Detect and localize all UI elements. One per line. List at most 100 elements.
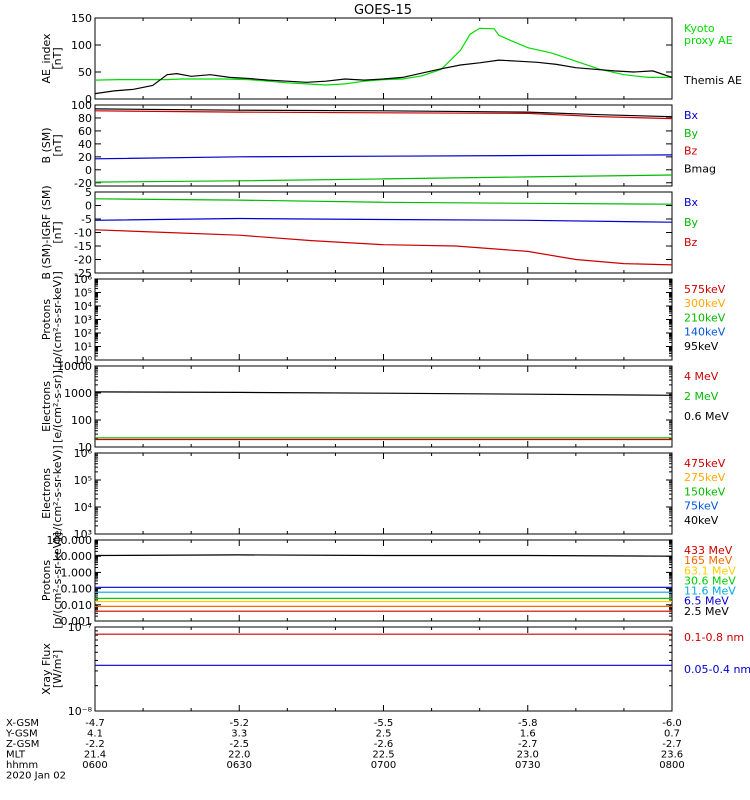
legend-entry-line: 475keV [684,457,726,470]
x-row-value: 22.0 [228,750,250,761]
x-row-value: -2.2 [85,739,105,750]
y-tick-label: -20 [74,177,92,190]
legend-entry-line: 11.6 MeV [684,585,736,598]
legend-entry-line: 63.1 MeV [684,564,736,577]
x-row-value: -2.7 [518,739,538,750]
x-row-value: -5.8 [518,718,538,729]
panel-frame [94,626,673,712]
y-axis-label: Protons[p/(cm²-s-sr-keV)] [40,532,64,629]
legend-entry: 0.1-0.8 nm [684,631,744,644]
y-tick-label: 60 [78,125,92,138]
y-tick-label: 10⁻⁷ [68,621,92,634]
legend-entry-line: 140keV [684,326,726,339]
panel-frame [94,104,673,187]
y-tick-label: 10.000 [54,550,93,563]
x-row-value: 21.4 [84,750,106,761]
series-line-0-6-mev [95,391,672,396]
plot-title: GOES-15 [354,3,412,18]
x-axis-table: X-GSM -4.7 -5.2 -5.5 -5.8 -6.0 Y-GSM 4.1 3.3 2.5 1… [5,718,685,782]
legend-entry-line: Bx [684,196,699,209]
y-axis-label-line: B (SM)-IGRF (SM) [40,185,53,279]
y-tick-label: 40 [78,138,92,151]
y-axis-label: Electrons[e/(cm²-s-sr-keV)] [40,445,64,541]
legend-entry: 275keV [684,471,726,484]
x-row-value: -2.5 [229,739,249,750]
y-tick-label: -5 [81,213,92,226]
y-tick-label: 10⁶ [74,447,93,460]
x-row-value: 3.3 [231,729,247,740]
y-tick-label: 100.000 [47,534,93,547]
series-line-themis-ae [95,59,672,95]
legend-entry: 75keV [684,500,719,513]
x-row-value: -4.7 [85,718,105,729]
panel-frame [94,278,673,361]
x-row-value: 0730 [515,760,540,771]
x-row-value: 1.6 [520,729,536,740]
x-row-value: 2.5 [376,729,392,740]
legend-entry-line: By [684,127,699,140]
y-tick-label: -10 [74,227,92,240]
x-row-value: -6.0 [662,718,682,729]
x-row-label: Z-GSM [6,739,39,750]
x-row-label: Y-GSM [5,729,38,740]
panel-frame [94,365,673,448]
series-line-bx [95,217,672,223]
panel-frame [94,539,673,622]
y-tick-label: 80 [78,112,92,125]
legend-entry-line: Bz [684,145,698,158]
legend-entry-line: 275keV [684,471,726,484]
x-row-value: 0700 [371,760,396,771]
legend-entry-line: By [684,216,699,229]
x-row-value: 0800 [659,760,684,771]
y-tick-label: 10¹ [74,341,92,354]
y-axis-label-line: Electrons [40,381,53,432]
panel-protons-high: 0.0010.0100.1001.00010.000100.000Protons… [40,532,736,629]
legend-entry-line: 75keV [684,500,719,513]
y-axis-label: Protons[p/(cm²-s-sr-keV)] [40,271,64,368]
legend-entry: Bmag [684,162,716,175]
x-row-value: -2.7 [662,739,682,750]
x-row-value: 0630 [227,760,252,771]
y-tick-label: 100 [71,414,92,427]
legend-entry: 140keV [684,326,726,339]
legend-entry-line: Bx [684,109,699,122]
y-tick-label: 1.000 [61,566,93,579]
x-row-value: -2.6 [374,739,394,750]
y-tick-label: 5 [85,186,92,199]
y-tick-label: 10 [78,441,92,454]
y-tick-label: -20 [74,254,92,267]
legend-entry-line: Kyoto [684,22,715,35]
series-line-kyoto-proxy-ae [95,27,672,86]
y-tick-label: 0.010 [61,599,93,612]
legend-entry-line: proxy AE [684,34,733,47]
y-axis-label-line: [nT] [51,221,64,243]
legend-entry: 475keV [684,457,726,470]
y-tick-label: 10⁵ [74,474,92,487]
legend-entry-line: Themis AE [683,74,742,87]
legend-entry: 575keV [684,283,726,296]
legend-entry: 4 MeV [684,370,719,383]
legend-entry-line: 575keV [684,283,726,296]
y-tick-label: 100 [71,39,92,52]
legend-entry: Bx [684,109,699,122]
x-row-label: MLT [6,750,26,761]
y-tick-label: 10⁻⁸ [68,705,93,718]
legend-entry: 30.6 MeV [684,574,736,587]
y-axis-label-line: Electrons [40,468,53,519]
x-row-value: 4.1 [87,729,103,740]
series-line-by [95,174,672,183]
legend-entry: Themis AE [683,74,742,87]
series-line-bmag [95,108,672,118]
y-axis-label-line: [nT] [51,134,64,156]
legend-entry-line: 0.6 MeV [684,410,729,423]
legend-entry-line: 2.5 MeV [684,605,729,618]
panel-frame [94,452,673,535]
panel-frame [94,17,673,100]
panel-xray: 10⁻⁸ 10⁻⁷ Xray Flux[W/m²] 0.1-0.8 nm 0.05-0.… [40,621,750,718]
y-tick-label: 100 [71,99,92,112]
legend-entry: Kyoto proxy AE [684,22,733,47]
legend-entry: 63.1 MeV [684,564,736,577]
